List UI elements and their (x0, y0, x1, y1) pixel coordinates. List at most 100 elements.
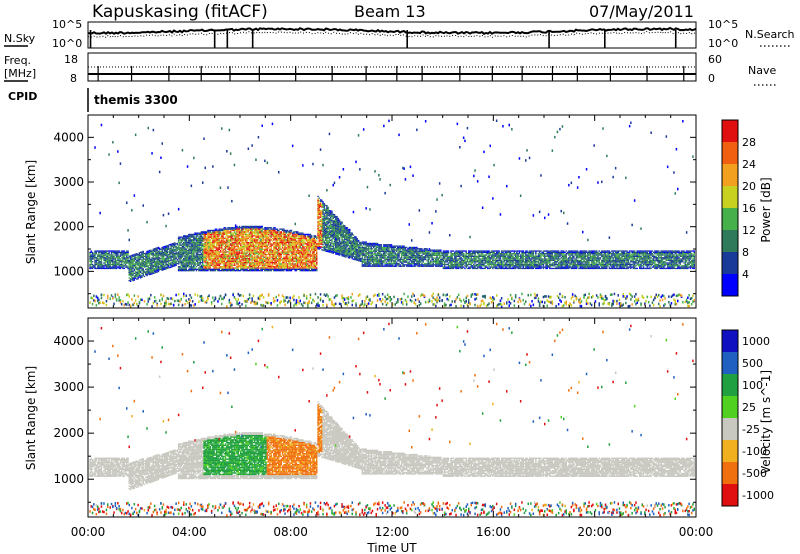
power-cell (240, 231, 242, 233)
power-cell (302, 259, 304, 261)
power-speckle (260, 238, 262, 242)
power-cell (309, 249, 312, 252)
power-cell (237, 236, 239, 238)
power-cell (214, 252, 217, 254)
power-cell (181, 264, 184, 266)
power-cell (188, 249, 190, 252)
power-cell (298, 241, 300, 244)
power-cell (131, 257, 133, 259)
power-cell (203, 249, 205, 252)
power-cell (186, 251, 189, 253)
power-speckle (212, 296, 214, 299)
power-cell (208, 229, 210, 232)
power-speckle (256, 302, 258, 305)
power-cell (281, 240, 284, 242)
power-cell (209, 241, 212, 244)
power-cell (218, 255, 220, 257)
power-cell (290, 229, 293, 232)
power-cell (262, 263, 265, 265)
power-cell (208, 237, 210, 240)
power-cell (281, 263, 284, 265)
power-cell (112, 255, 114, 257)
power-cell (104, 265, 106, 267)
power-cell (302, 266, 304, 268)
power-cell (193, 235, 195, 237)
power-cell (333, 235, 336, 237)
power-cell (229, 268, 232, 270)
power-cell (233, 239, 236, 241)
power-speckle (112, 141, 114, 144)
power-cell (252, 263, 255, 265)
power-cell (293, 267, 295, 269)
power-cell (317, 207, 319, 210)
power-cell (284, 266, 286, 268)
power-cell (237, 267, 239, 269)
power-cell (242, 245, 244, 248)
power-cell (215, 232, 218, 234)
power-cell (171, 243, 174, 245)
power-cell (300, 247, 303, 249)
power-cell (183, 235, 185, 237)
power-cell (219, 244, 222, 246)
power-cell (329, 223, 332, 225)
power-cell (271, 253, 274, 256)
power-cell (233, 236, 236, 238)
power-cell (228, 263, 231, 265)
power-cell (236, 237, 238, 240)
power-cell (195, 237, 198, 240)
power-cell (174, 262, 176, 264)
power-cell (210, 236, 213, 238)
power-cell (300, 236, 303, 238)
power-cell (156, 248, 158, 250)
power-cell (194, 244, 196, 246)
power-cell (208, 258, 210, 260)
power-cell (260, 259, 262, 261)
power-cell (247, 237, 250, 240)
power-cell (236, 251, 238, 253)
power-cell (278, 233, 280, 236)
noise-tick-low-right: 10^0 (708, 37, 738, 50)
power-cell (142, 274, 144, 277)
power-cell (152, 259, 155, 261)
power-cell (289, 236, 291, 238)
power-cell (332, 251, 334, 253)
power-cell (175, 247, 177, 249)
power-cell (299, 252, 301, 254)
power-cell (222, 244, 224, 246)
power-cell (305, 252, 308, 254)
power-cell (157, 261, 160, 263)
power-cell (151, 262, 153, 264)
power-cell (233, 268, 236, 270)
power-cell (196, 244, 199, 246)
power-cell (264, 239, 266, 241)
power-cell (224, 247, 227, 249)
power-cell (141, 275, 143, 277)
power-cell (112, 250, 114, 252)
power-cell (304, 243, 307, 245)
power-cell (213, 251, 215, 253)
power-cell (252, 266, 255, 268)
power-cell (332, 243, 334, 245)
power-cell (280, 251, 282, 253)
power-cell (148, 271, 151, 273)
power-cell (304, 268, 307, 270)
power-cell (183, 258, 185, 260)
power-cell (255, 229, 257, 232)
power-cell (185, 263, 187, 265)
power-cell (164, 247, 166, 249)
power-cell (317, 244, 319, 246)
power-cell (224, 249, 227, 252)
power-cell (177, 267, 180, 269)
power-cell (324, 218, 327, 220)
power-cell (317, 211, 319, 214)
power-cell (180, 255, 182, 257)
power-cell (280, 232, 282, 234)
power-cell (147, 257, 149, 259)
power-cell (184, 255, 186, 257)
power-cell (212, 233, 214, 236)
power-cell (162, 266, 165, 268)
power-cell (203, 266, 205, 268)
power-cell (335, 219, 337, 222)
power-cell (309, 258, 312, 260)
power-cell (305, 260, 308, 262)
